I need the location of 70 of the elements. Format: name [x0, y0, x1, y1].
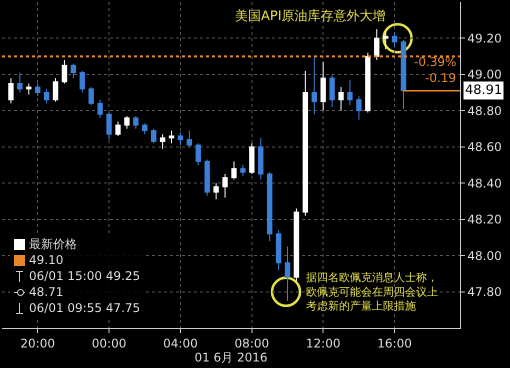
legend-label: 49.10: [29, 252, 64, 268]
candlestick: [365, 52, 370, 113]
candlestick: [70, 63, 76, 79]
candlestick: [392, 32, 398, 48]
candlestick: [400, 40, 406, 110]
ref-line-label: 48.91: [465, 83, 502, 98]
y-tick-label: 48.80: [467, 104, 502, 118]
candlestick: [124, 116, 130, 130]
annotation: -0.39%: [414, 55, 456, 69]
candlestick: [231, 160, 237, 180]
candlestick: [17, 72, 23, 94]
y-tick-label: 47.80: [467, 284, 502, 299]
candlestick: [258, 137, 264, 180]
x-tick-label: 12:00: [306, 336, 340, 350]
candlestick: [160, 134, 166, 150]
legend-label: 最新价格: [29, 236, 77, 252]
annotation: 06/01 09:55 47.75: [29, 300, 140, 316]
annotation: -0.19: [425, 71, 456, 85]
candlestick: [312, 56, 317, 115]
candlestick: [8, 78, 14, 104]
candlestick: [204, 159, 210, 196]
candlestick: [294, 208, 300, 282]
x-axis-title: 01 6月 2016: [194, 350, 268, 364]
candlestick: [186, 130, 192, 148]
candlestick: [347, 79, 353, 106]
y-tick-label: 48.40: [467, 176, 502, 190]
candlestick: [266, 172, 272, 242]
candlestick: [168, 130, 174, 144]
candlestick: [52, 78, 58, 102]
candlestick: [88, 86, 94, 106]
candlestick: [284, 246, 290, 302]
candlestick: [35, 83, 40, 97]
candlestick: [240, 164, 246, 176]
annotation: 美国API原油库存意外大增: [235, 8, 386, 24]
annotation: 48.71: [29, 284, 64, 300]
y-tick-label: 48.60: [467, 140, 502, 154]
candlestick: [222, 174, 228, 198]
annotation: 06/01 15:00 49.25: [29, 268, 140, 284]
candlestick: [374, 28, 380, 60]
candlestick: [106, 112, 112, 140]
candlestick: [44, 88, 50, 104]
x-tick-label: 08:00: [234, 336, 270, 350]
candlestick: [213, 182, 219, 200]
y-tick-label: 48.00: [467, 248, 502, 263]
candlestick: [97, 99, 103, 118]
candlestick: [329, 74, 335, 108]
candlestick: [302, 70, 308, 216]
candlestick: [62, 59, 68, 84]
candlestick: [249, 142, 254, 175]
candlestick: [26, 83, 32, 95]
candlestick: [80, 70, 85, 94]
x-tick-label: 20:00: [20, 336, 55, 350]
candlestick: [338, 86, 344, 112]
y-tick-label: 49.20: [467, 31, 502, 46]
candlestick: [150, 128, 156, 144]
candlestick: [115, 121, 121, 137]
candlestick: [142, 122, 148, 135]
candlestick: [356, 96, 362, 120]
x-tick-label: 00:00: [92, 336, 126, 350]
candlestick: [276, 230, 282, 271]
candlestick: [178, 132, 184, 146]
y-tick-label: 48.20: [467, 212, 502, 227]
candlestick: [382, 30, 388, 50]
x-tick-label: 16:00: [377, 336, 412, 350]
x-tick-label: 04:00: [163, 336, 198, 350]
y-tick-label: 49.00: [467, 68, 502, 82]
candlestick: [196, 142, 201, 166]
candlestick: [320, 61, 326, 112]
candlestick: [133, 116, 139, 130]
annotation: 据四名欧佩克消息人士称，欧佩克可能会在周四会议上考虑新的产量上限措施: [306, 271, 438, 313]
